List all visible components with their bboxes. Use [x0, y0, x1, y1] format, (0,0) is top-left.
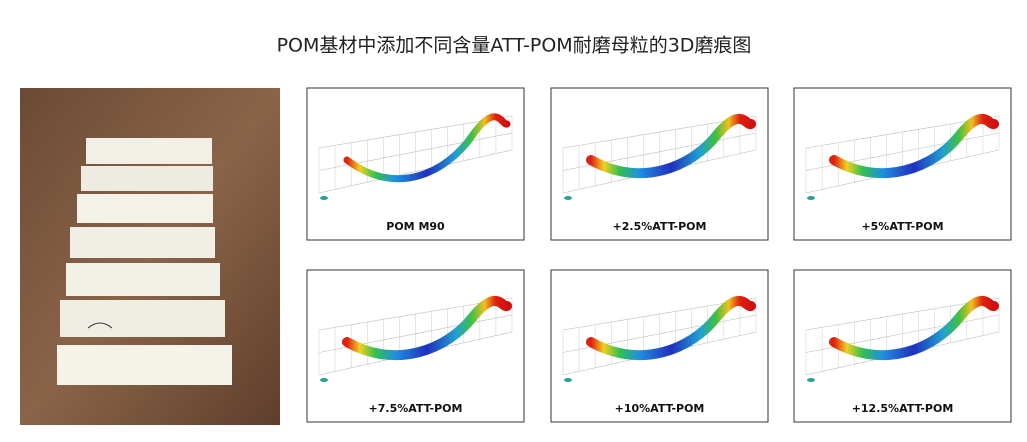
- slide-title: POM基材中添加不同含量ATT-POM耐磨母粒的3D磨痕图: [277, 35, 752, 57]
- panel-caption: +10%ATT-POM: [615, 402, 705, 415]
- axis-marker: [807, 196, 815, 200]
- scar-panel: +7.5%ATT-POM: [306, 269, 525, 423]
- axis-marker: [807, 378, 815, 382]
- scar-surface: [342, 295, 512, 361]
- grid-line: [318, 149, 513, 194]
- scar-surface: [829, 295, 999, 361]
- axis-marker: [320, 378, 328, 382]
- scar-panel: +12.5%ATT-POM: [793, 269, 1012, 423]
- scar-panel: POM M90: [306, 87, 525, 241]
- scar-surface: [586, 295, 756, 361]
- panel-caption: +12.5%ATT-POM: [852, 402, 954, 415]
- scar-panel: +2.5%ATT-POM: [550, 87, 769, 241]
- axis-marker: [564, 378, 572, 382]
- panel-caption: +2.5%ATT-POM: [613, 220, 707, 233]
- panel-caption: +5%ATT-POM: [861, 220, 943, 233]
- scar-surface: [829, 113, 999, 179]
- panel-caption: +7.5%ATT-POM: [369, 402, 463, 415]
- axis-marker: [320, 196, 328, 200]
- panel-caption: POM M90: [386, 220, 445, 233]
- sample-photo: [20, 88, 280, 425]
- scar-surface: [343, 113, 511, 183]
- scar-panel: +5%ATT-POM: [793, 87, 1012, 241]
- scar-panel: +10%ATT-POM: [550, 269, 769, 423]
- scar-surface: [586, 113, 756, 179]
- axis-marker: [564, 196, 572, 200]
